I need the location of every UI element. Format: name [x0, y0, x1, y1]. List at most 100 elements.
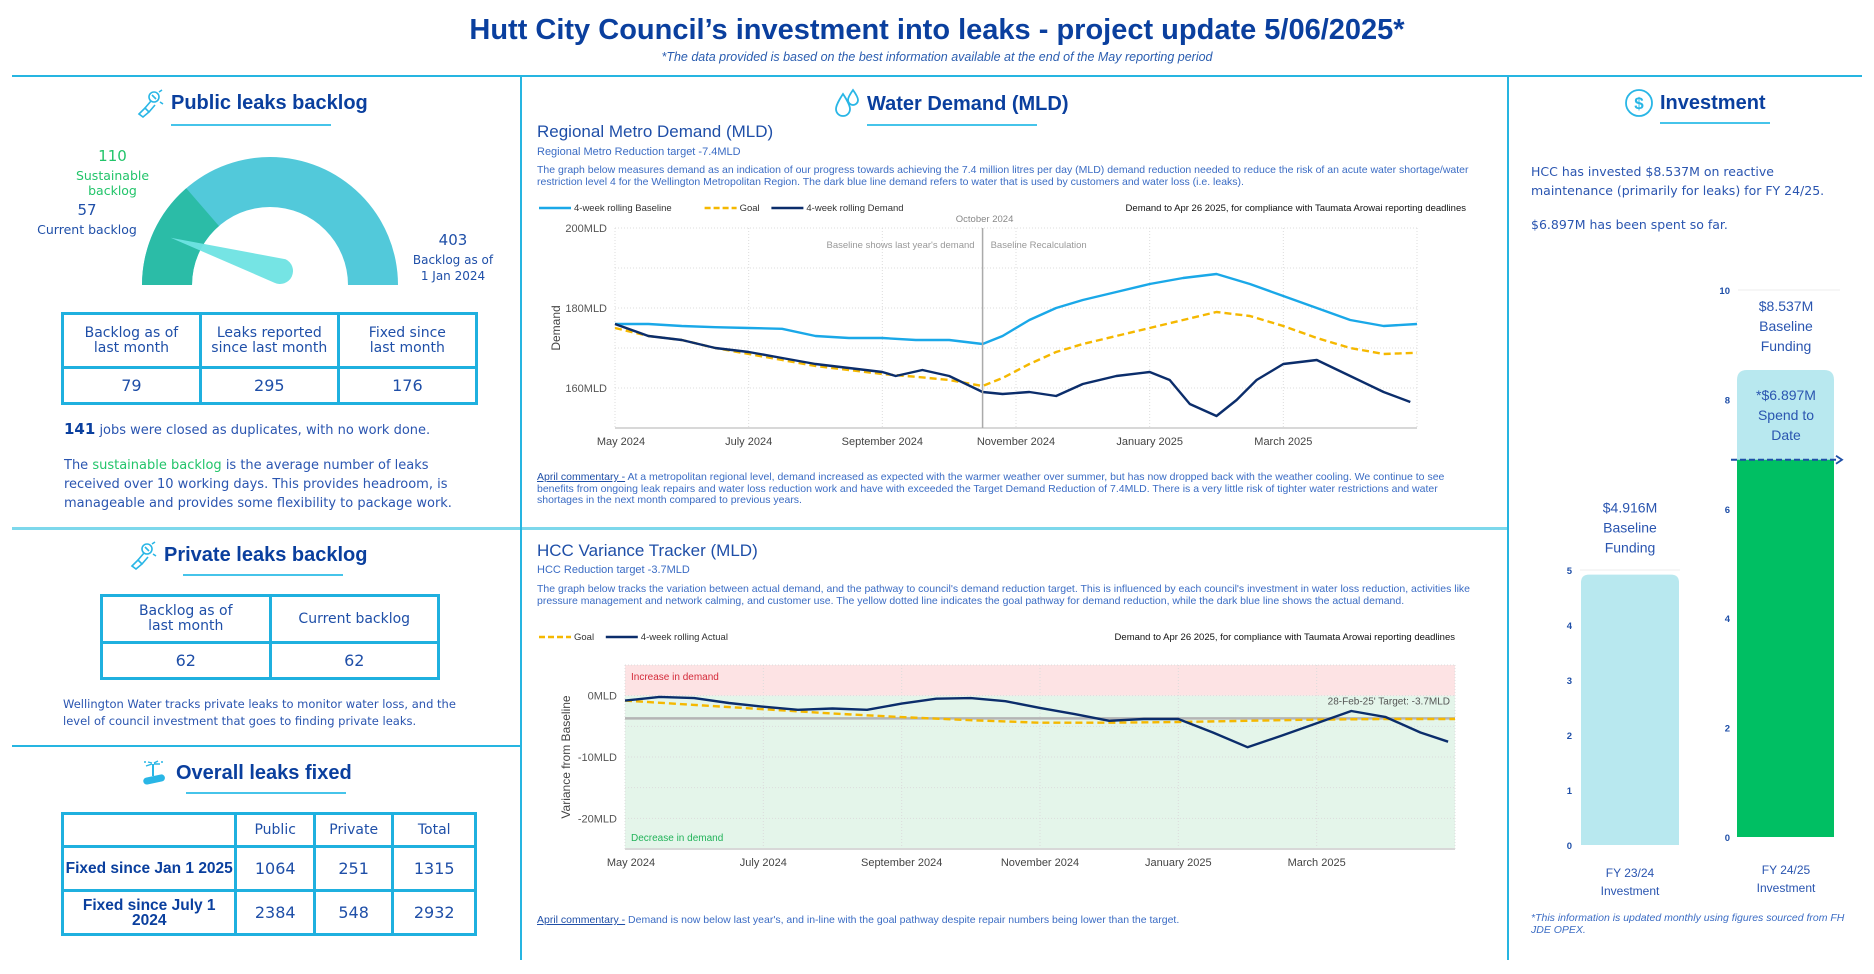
max-value: 403 — [438, 231, 468, 249]
bar-label: $8.537M — [1759, 298, 1813, 314]
hcc-variance-chart: 0MLD -10MLD -20MLD May 2024 July 2024 Septemb… — [539, 632, 1456, 869]
x-tick-label: May 2024 — [607, 857, 655, 869]
series-4-week-rolling-baseline — [615, 272, 1418, 346]
column-header-blank — [60, 812, 238, 848]
x-tick-label: January 2025 — [1116, 436, 1183, 448]
regional-target: Regional Metro Reduction target -7.4MLD — [537, 146, 741, 158]
cell-total: 2932 — [391, 889, 477, 936]
table-row: Fixed since Jan 1 2025 1064 251 1315 — [60, 845, 477, 892]
private-backlog-heading: Private leaks backlog — [164, 543, 368, 566]
private-backlog-section: Private leaks backlog — [128, 540, 367, 576]
wrench-hand-icon — [135, 88, 165, 118]
x-tick-label: November 2024 — [977, 436, 1055, 448]
category-label: Investment — [1757, 881, 1816, 895]
bar-label: Baseline — [1759, 318, 1813, 334]
left-axis-tick: 3 — [1567, 676, 1572, 687]
private-backlog-table: Backlog as of last month Current backlog … — [100, 594, 440, 680]
bar-label: Funding — [1761, 338, 1812, 354]
commentary-label: April commentary - — [537, 471, 626, 483]
value-private-current-backlog: 62 — [268, 641, 440, 680]
table-row: Fixed since July 1 2024 2384 548 2932 — [60, 889, 477, 936]
column-header-private: Private — [312, 812, 395, 848]
private-note: Wellington Water tracks private leaks to… — [63, 697, 456, 728]
page-title: Hutt City Council’s investment into leak… — [469, 14, 1405, 46]
column-header-public: Public — [234, 812, 316, 848]
row-label: Fixed since July 1 2024 — [60, 889, 238, 936]
heading-underline — [183, 574, 343, 576]
dollar-circle-icon: $ — [1624, 88, 1654, 118]
y-axis-label: Variance from Baseline — [559, 695, 573, 818]
hcc-description: The graph below tracks the variation bet… — [537, 583, 1470, 607]
left-axis-tick: 2 — [1567, 731, 1572, 742]
sustainable-note: The sustainable backlog is the average n… — [64, 458, 452, 511]
left-axis-tick: 5 — [1567, 566, 1573, 577]
investment-section: $ Investment — [1624, 88, 1770, 124]
overall-fixed-table: Public Private Total Fixed since Jan 1 2… — [60, 812, 477, 936]
y-tick-label: 180MLD — [565, 303, 607, 315]
cell-public: 2384 — [234, 889, 316, 936]
hcc-target: HCC Reduction target -3.7MLD — [537, 564, 690, 576]
value-fixed-since: 176 — [336, 366, 479, 405]
right-axis-tick: 8 — [1725, 395, 1730, 406]
right-axis-tick: 4 — [1725, 614, 1731, 625]
legend-label: Goal — [574, 632, 594, 643]
x-tick-label: September 2024 — [842, 436, 923, 448]
right-axis-tick: 6 — [1725, 505, 1730, 516]
gauge-max-label: 403 Backlog as of 1 Jan 2024 — [408, 231, 498, 284]
header-private-backlog-last-month: Backlog as of last month — [100, 594, 272, 644]
burst-pipe-icon — [140, 758, 170, 788]
gauge-sustainable-label: 110 Sustainable backlog — [50, 147, 175, 198]
column-header-total: Total — [391, 812, 477, 848]
investment-heading: Investment — [1660, 91, 1766, 114]
commentary-label: April commentary - — [537, 914, 626, 926]
left-axis-tick: 1 — [1567, 786, 1573, 797]
bar-label: Funding — [1605, 540, 1656, 556]
value-leaks-reported: 295 — [198, 366, 340, 405]
x-tick-label: July 2024 — [725, 436, 772, 448]
x-tick-label: March 2025 — [1288, 857, 1346, 869]
gauge-current-label: 57 Current backlog — [37, 201, 137, 237]
page-subtitle: *The data provided is based on the best … — [661, 50, 1213, 64]
gauge-needle — [170, 237, 294, 285]
x-tick-label: July 2024 — [740, 857, 787, 869]
x-tick-label: May 2024 — [597, 436, 645, 448]
hcc-chart-title: HCC Variance Tracker (MLD) — [537, 541, 758, 560]
heading-underline — [171, 124, 331, 126]
max-label-2: 1 Jan 2024 — [420, 269, 486, 283]
duplicates-note: 141 jobs were closed as duplicates, with… — [64, 420, 431, 438]
bar-label: *$6.897M — [1756, 387, 1816, 403]
cell-private: 251 — [312, 845, 395, 892]
chart-note: Demand to Apr 26 2025, for compliance wi… — [1126, 203, 1467, 214]
public-backlog-table: Backlog as of last month Leaks reported si… — [61, 312, 479, 405]
series-goal — [624, 699, 1455, 724]
header-backlog-last-month: Backlog as of last month — [61, 312, 202, 369]
y-tick-label: 160MLD — [565, 383, 607, 395]
divider-left-1 — [12, 527, 520, 530]
bar-fy2324-baseline — [1581, 574, 1679, 845]
sustainable-label: Sustainable backlog — [75, 168, 150, 198]
backlog-gauge — [142, 157, 398, 285]
legend-label: 4-week rolling Demand — [806, 203, 903, 214]
target-label: 28-Feb-25' Target: -3.7MLD — [1328, 697, 1450, 708]
y-tick-label: 0MLD — [588, 691, 617, 703]
investment-text-1: HCC has invested $8.537M on reactive mai… — [1531, 164, 1825, 198]
regional-demand-chart: 160MLD 180MLD 200MLD May 2024 July 2024 Septe… — [539, 203, 1467, 448]
public-backlog-heading: Public leaks backlog — [171, 91, 368, 114]
hcc-commentary: April commentary - Demand is now below l… — [537, 914, 1180, 926]
sustainable-highlight: sustainable backlog — [92, 458, 222, 473]
right-axis-tick: 10 — [1719, 286, 1730, 297]
left-axis-tick: 0 — [1567, 841, 1572, 852]
investment-bar-chart: 0 1 2 3 4 5 0 2 4 6 8 10 $4.916M Baseline Funding $8.53… — [1567, 286, 1844, 898]
category-label: FY 23/24 — [1606, 866, 1655, 880]
baseline-note-left: Baseline shows last year's demand — [826, 240, 974, 251]
investment-text-2: $6.897M has been spent so far. — [1531, 217, 1728, 232]
x-tick-label: November 2024 — [1001, 857, 1079, 869]
x-tick-label: March 2025 — [1254, 436, 1312, 448]
band-label: Increase in demand — [631, 672, 719, 683]
y-tick-label: 200MLD — [565, 223, 607, 235]
category-label: FY 24/25 — [1762, 863, 1811, 877]
heading-underline — [1660, 122, 1770, 124]
right-axis-tick: 2 — [1725, 724, 1730, 735]
water-demand-heading: Water Demand (MLD) — [867, 92, 1069, 115]
series-4-week-rolling-demand — [614, 322, 1411, 418]
